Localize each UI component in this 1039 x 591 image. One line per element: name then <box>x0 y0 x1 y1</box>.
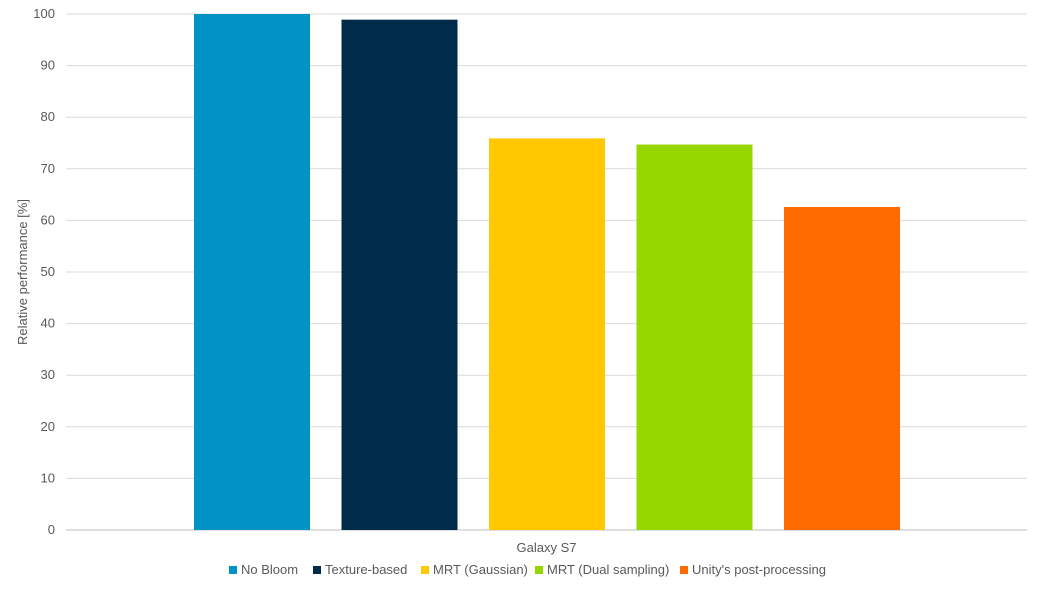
bar-mrt-gaussian <box>489 138 605 530</box>
legend-label: Texture-based <box>325 562 407 577</box>
x-axis: Galaxy S7 <box>517 540 577 555</box>
x-category-label: Galaxy S7 <box>517 540 577 555</box>
y-tick-label: 50 <box>41 264 55 279</box>
y-tick-label: 10 <box>41 470 55 485</box>
y-tick-label: 90 <box>41 58 55 73</box>
legend: No Bloom Texture-based MRT (Gaussian) MRT (… <box>229 562 826 577</box>
legend-label: Unity's post-processing <box>692 562 826 577</box>
bar-mrt-dual-sampling <box>636 144 753 530</box>
y-tick-label: 80 <box>41 109 55 124</box>
bars <box>194 14 900 531</box>
y-tick-label: 30 <box>41 367 55 382</box>
legend-label: No Bloom <box>241 562 298 577</box>
legend-swatch <box>535 566 543 574</box>
legend-swatch <box>421 566 429 574</box>
y-axis-title: Relative performance [%] <box>15 199 30 345</box>
legend-swatch <box>313 566 321 574</box>
legend-swatch <box>680 566 688 574</box>
legend-swatch <box>229 566 237 574</box>
legend-label: MRT (Gaussian) <box>433 562 528 577</box>
y-tick-label: 40 <box>41 316 55 331</box>
bar-texture-based <box>341 19 458 531</box>
bar-unity-s-post-processing <box>784 206 900 530</box>
y-tick-label: 100 <box>33 6 55 21</box>
y-tick-label: 20 <box>41 419 55 434</box>
bar-no-bloom <box>194 14 310 530</box>
y-tick-label: 70 <box>41 161 55 176</box>
legend-label: MRT (Dual sampling) <box>547 562 669 577</box>
y-tick-label: 60 <box>41 212 55 227</box>
y-axis-ticks: 0 10 20 30 40 50 60 70 80 90 100 <box>33 6 55 537</box>
y-tick-label: 0 <box>48 522 55 537</box>
